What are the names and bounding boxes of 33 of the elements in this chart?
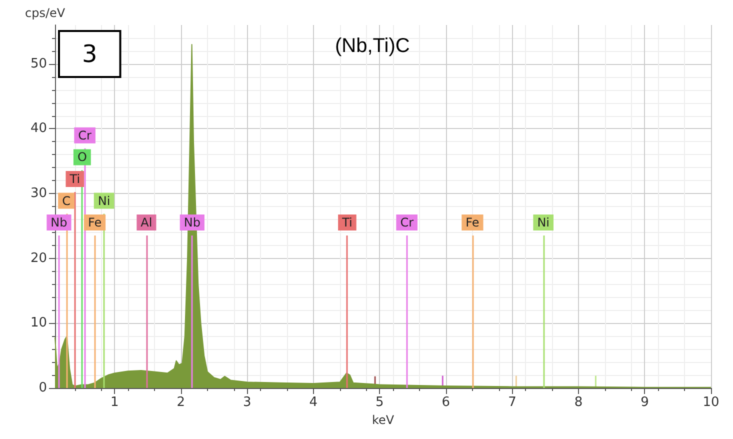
y-tick-label: 30 xyxy=(30,186,47,202)
ref-line-label: Ti xyxy=(341,216,352,230)
y-axis-title: cps/eV xyxy=(25,6,66,20)
y-tick-label: 20 xyxy=(30,250,47,266)
ref-line-label: Al xyxy=(140,216,152,230)
x-tick-label: 9 xyxy=(640,395,649,410)
y-tick-label: 50 xyxy=(30,56,47,72)
ref-line-label: O xyxy=(77,150,87,164)
y-tick-label: 40 xyxy=(30,121,47,136)
y-tick-label: 0 xyxy=(38,380,47,396)
ref-line-label: Ti xyxy=(68,172,80,186)
ref-line-label: Cr xyxy=(78,128,92,142)
ref-line-label: C xyxy=(62,194,70,208)
x-tick-label: 4 xyxy=(309,395,318,410)
ref-line-label: Fe xyxy=(466,216,480,230)
x-tick-label: 2 xyxy=(176,395,186,410)
ref-line-label: Nb xyxy=(50,216,68,230)
ref-line-label: Fe xyxy=(88,216,102,230)
x-tick-label: 10 xyxy=(702,395,720,410)
ref-line-label: Cr xyxy=(400,216,414,230)
x-tick-label: 3 xyxy=(243,395,252,410)
x-tick-label: 7 xyxy=(508,395,516,410)
ref-line-label: Nb xyxy=(184,216,200,230)
x-tick-label: 1 xyxy=(110,395,119,410)
annotation: (Nb,Ti)C xyxy=(335,35,410,57)
x-tick-label: 5 xyxy=(376,395,384,410)
x-tick-label: 8 xyxy=(574,395,583,410)
ref-line-label: Ni xyxy=(537,216,550,230)
x-tick-label: 6 xyxy=(442,395,450,410)
annotation: 3 xyxy=(82,40,98,68)
ref-line-label: Ni xyxy=(98,194,110,208)
y-tick-label: 10 xyxy=(30,316,47,331)
x-axis-title: keV xyxy=(372,412,395,427)
